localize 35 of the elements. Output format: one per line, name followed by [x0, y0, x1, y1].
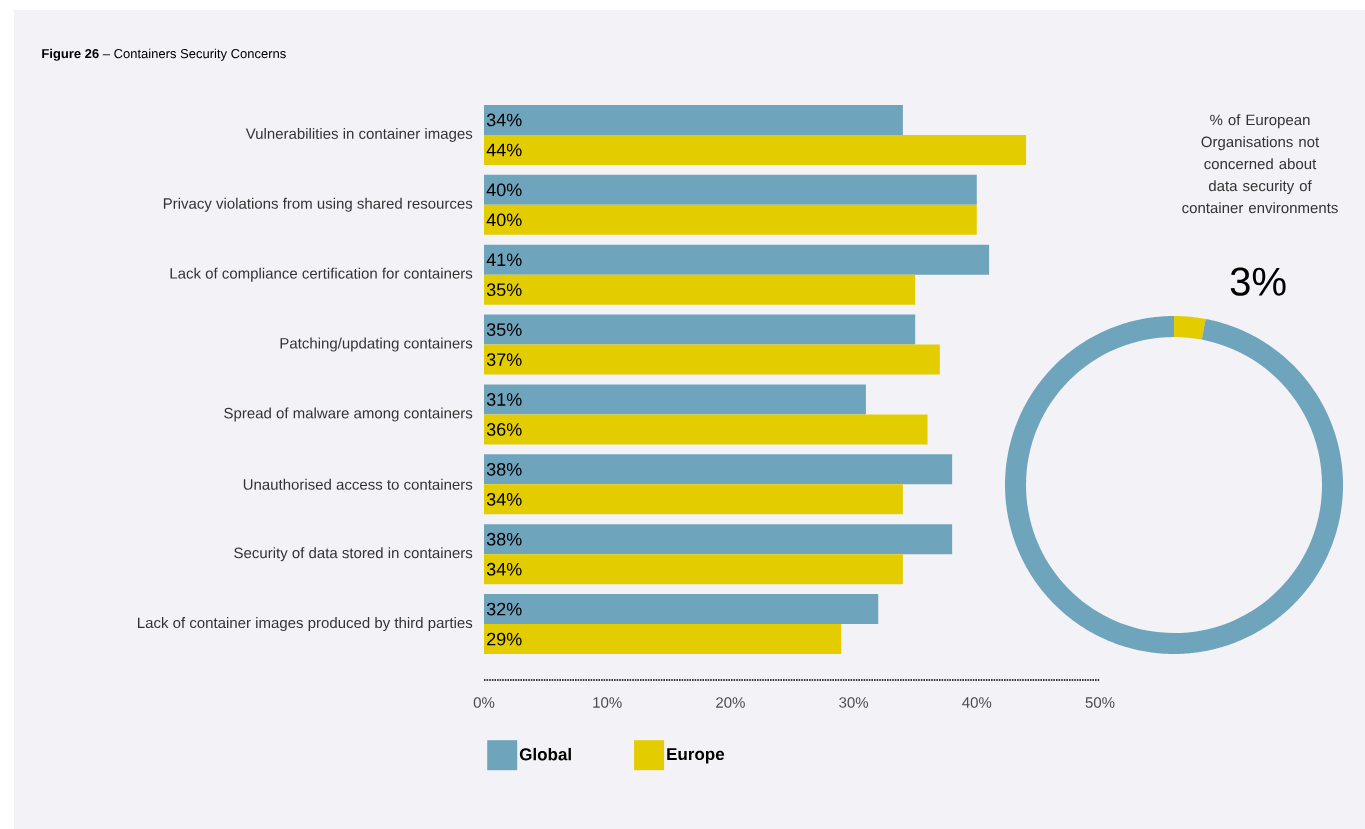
data-label: 35% [486, 323, 522, 336]
data-label: 38% [486, 462, 522, 476]
data-label: 40% [486, 183, 522, 197]
data-label: 3% [1230, 267, 1286, 296]
x-tick-label: 40% [962, 697, 992, 708]
data-label: 38% [486, 532, 522, 546]
y-tick-label: Lack of compliance certification for containers [170, 267, 473, 282]
x-tick-label: 30% [839, 697, 869, 708]
chart-title: % of European Organisations not concerned about data security of container environments [1182, 114, 1338, 214]
y-tick-label: Unauthorised access to containers [243, 478, 473, 490]
data-label: 32% [486, 602, 522, 616]
x-tick-label: 0% [473, 697, 495, 708]
y-tick-label: Vulnerabilities in container images [245, 127, 473, 142]
data-label: 40% [486, 213, 522, 227]
x-tick-label: 50% [1085, 697, 1115, 708]
data-label: 37% [486, 353, 522, 366]
data-label: 35% [486, 283, 522, 297]
legend-label: Global [519, 747, 571, 761]
y-tick-label: Security of data stored in containers [234, 547, 473, 562]
data-label: 29% [487, 632, 522, 646]
y-tick-label: Lack of container images produced by third parties [138, 617, 473, 632]
x-tick-label: 20% [716, 697, 745, 708]
data-label: 41% [486, 253, 522, 266]
data-label: 44% [486, 143, 522, 157]
data-label: 34% [486, 562, 522, 576]
y-tick-label: Patching/updating containers [280, 337, 473, 352]
data-label: 36% [486, 423, 522, 436]
data-label: 31% [486, 393, 522, 406]
text: Figure 26 – Containers Security Concerns [42, 48, 286, 61]
y-tick-label: Spread of malware among containers [224, 407, 473, 422]
y-tick-label: Privacy violations from using shared resources [163, 197, 473, 212]
data-label: 34% [486, 113, 522, 127]
legend-label: Europe [667, 748, 725, 764]
data-label: 34% [486, 492, 522, 506]
x-tick-label: 10% [593, 697, 622, 708]
